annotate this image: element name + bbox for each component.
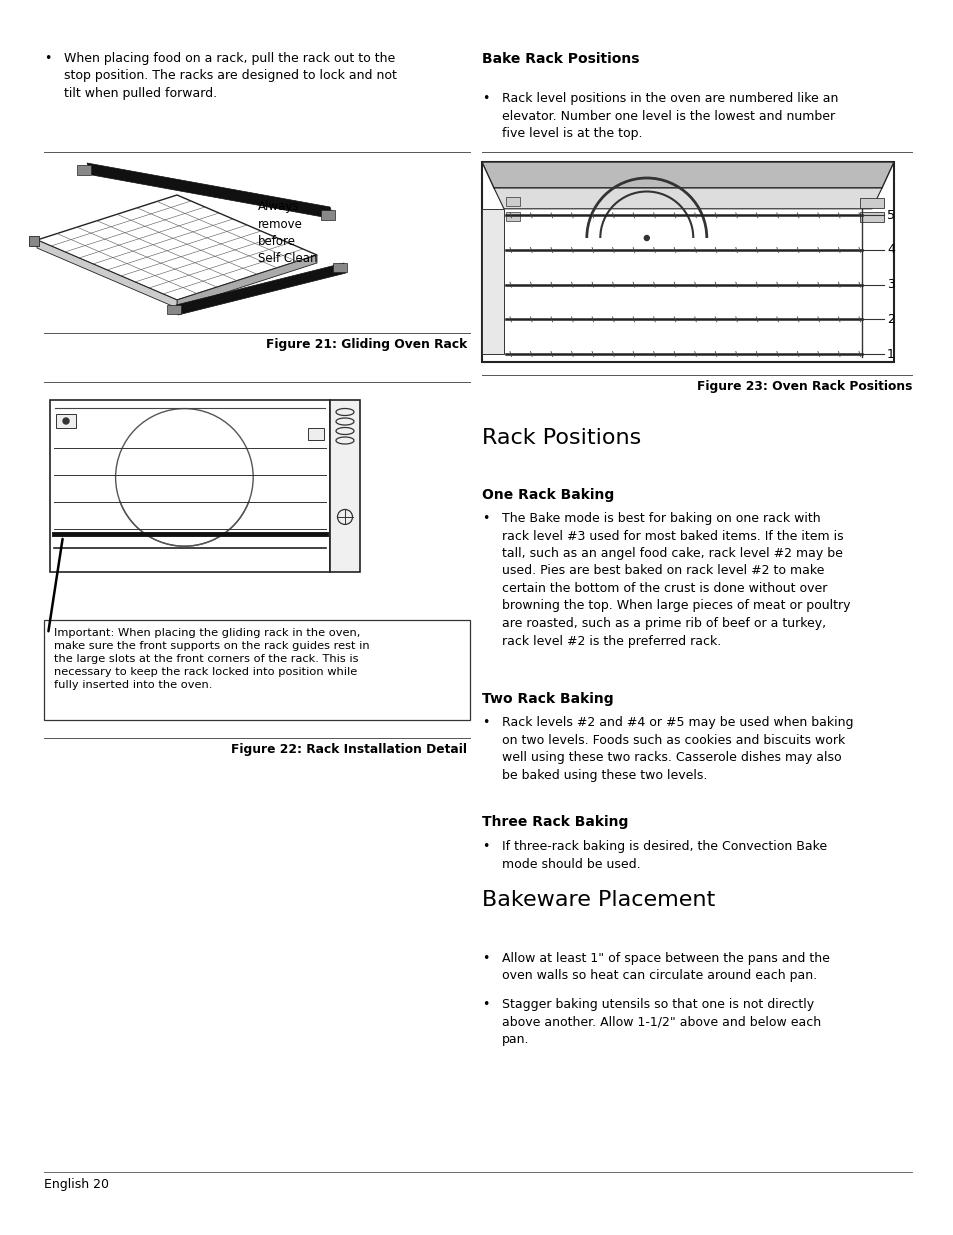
Text: Bake Rack Positions: Bake Rack Positions [481, 52, 639, 65]
Text: The Bake mode is best for baking on one rack with
rack level #3 used for most ba: The Bake mode is best for baking on one … [501, 513, 850, 647]
Bar [320, 210, 335, 220]
Bar [505, 212, 519, 221]
Text: Rack levels #2 and #4 or #5 may be used when baking
on two levels. Foods such as: Rack levels #2 and #4 or #5 may be used … [501, 716, 853, 782]
Polygon shape [481, 162, 893, 188]
Bar [481, 162, 893, 362]
Text: When placing food on a rack, pull the rack out to the
stop position. The racks a: When placing food on a rack, pull the ra… [64, 52, 396, 100]
Text: 5: 5 [886, 209, 894, 222]
FancyBboxPatch shape [44, 620, 470, 720]
Polygon shape [494, 188, 882, 209]
Text: •: • [481, 513, 489, 525]
Bar [859, 212, 883, 222]
Text: Figure 21: Gliding Oven Rack: Figure 21: Gliding Oven Rack [266, 338, 467, 351]
Bar [167, 305, 181, 314]
Text: Figure 22: Rack Installation Detail: Figure 22: Rack Installation Detail [231, 743, 467, 756]
Bar [56, 414, 76, 429]
Polygon shape [175, 263, 346, 315]
Bar [77, 165, 91, 175]
Text: Important: When placing the gliding rack in the oven,
make sure the front suppor: Important: When placing the gliding rack… [54, 629, 369, 690]
Text: English 20: English 20 [44, 1178, 109, 1191]
Text: If three-rack baking is desired, the Convection Bake
mode should be used.: If three-rack baking is desired, the Con… [501, 840, 826, 871]
Text: •: • [481, 716, 489, 729]
Text: •: • [481, 952, 489, 965]
Polygon shape [87, 163, 334, 219]
Text: Two Rack Baking: Two Rack Baking [481, 692, 613, 706]
Text: Rack level positions in the oven are numbered like an
elevator. Number one level: Rack level positions in the oven are num… [501, 91, 838, 140]
Circle shape [643, 236, 649, 241]
Bar [308, 429, 324, 440]
Text: Three Rack Baking: Three Rack Baking [481, 815, 628, 829]
Text: One Rack Baking: One Rack Baking [481, 488, 614, 501]
Text: Bakeware Placement: Bakeware Placement [481, 890, 715, 910]
Bar [330, 400, 359, 572]
Circle shape [63, 417, 69, 424]
Text: Allow at least 1" of space between the pans and the
oven walls so heat can circu: Allow at least 1" of space between the p… [501, 952, 829, 983]
Bar [505, 198, 519, 206]
Text: 4: 4 [886, 243, 894, 257]
Polygon shape [37, 240, 177, 308]
Text: Stagger baking utensils so that one is not directly
above another. Allow 1-1/2" : Stagger baking utensils so that one is n… [501, 998, 821, 1046]
Bar [50, 400, 330, 572]
Text: 3: 3 [886, 278, 894, 291]
Polygon shape [29, 236, 39, 246]
Text: 2: 2 [886, 312, 894, 326]
Bar [859, 198, 883, 207]
Polygon shape [177, 254, 316, 308]
Text: •: • [481, 840, 489, 853]
Bar [333, 263, 347, 272]
Text: Rack Positions: Rack Positions [481, 429, 640, 448]
Text: •: • [481, 998, 489, 1011]
Bar [481, 209, 503, 354]
Text: Always
remove
before
Self Clean: Always remove before Self Clean [257, 200, 317, 266]
Text: •: • [44, 52, 51, 65]
Text: Figure 23: Oven Rack Positions: Figure 23: Oven Rack Positions [696, 380, 911, 393]
Text: 1: 1 [886, 347, 894, 361]
Text: •: • [481, 91, 489, 105]
